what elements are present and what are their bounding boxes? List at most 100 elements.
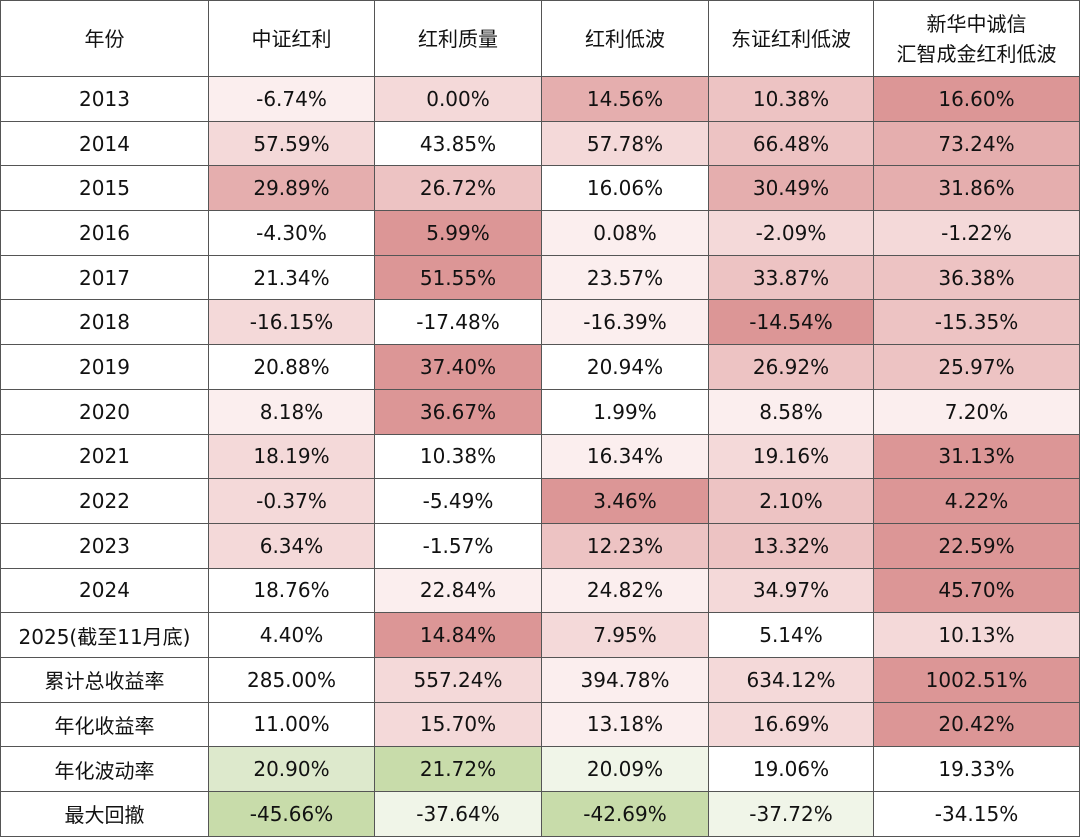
table-cell: 29.89%: [208, 165, 375, 212]
table-cell: -16.39%: [541, 299, 709, 346]
table-row: 累计总收益率 285.00% 557.24% 394.78% 634.12% 1002.5…: [0, 656, 1080, 703]
table-cell: 26.92%: [708, 344, 874, 390]
table-cell: 45.70%: [873, 567, 1080, 614]
row-label: 年化收益率: [0, 701, 209, 748]
table-cell: 6.34%: [208, 522, 375, 569]
table-row: 2025(截至11月底) 4.40% 14.84% 7.95% 5.14% 10.13%: [0, 612, 1080, 658]
table-cell: -45.66%: [208, 791, 375, 837]
table-cell: 36.38%: [873, 254, 1080, 301]
table-cell: 7.95%: [541, 612, 709, 658]
table-cell: 394.78%: [541, 656, 709, 703]
table-cell: -1.57%: [374, 522, 542, 569]
table-cell: -16.15%: [208, 299, 375, 346]
table-cell: -34.15%: [873, 791, 1080, 837]
table-cell: 23.57%: [541, 254, 709, 301]
table-cell: -0.37%: [208, 478, 375, 524]
table-row: 2016 -4.30% 5.99% 0.08% -2.09% -1.22%: [0, 210, 1080, 256]
row-label: 2017: [0, 254, 209, 301]
header-row: 年份 中证红利 红利质量 红利低波 东证红利低波 新华中诚信 汇智成金红利低波: [0, 0, 1080, 77]
table-cell: -17.48%: [374, 299, 542, 346]
header-cell: 年份: [0, 0, 209, 77]
table-cell: 14.56%: [541, 76, 709, 122]
row-label: 2023: [0, 522, 209, 569]
table-cell: 20.09%: [541, 746, 709, 792]
table-body: 2013 -6.74% 0.00% 14.56% 10.38% 16.60% 2014 57.…: [0, 76, 1080, 837]
table-cell: 12.23%: [541, 522, 709, 569]
table-cell: 24.82%: [541, 567, 709, 614]
row-label: 2016: [0, 210, 209, 256]
table-cell: 16.06%: [541, 165, 709, 212]
table-cell: -37.64%: [374, 791, 542, 837]
table-row: 2018 -16.15% -17.48% -16.39% -14.54% -15.35%: [0, 299, 1080, 346]
table-cell: 37.40%: [374, 344, 542, 390]
table-cell: 0.08%: [541, 210, 709, 256]
table-cell: 1002.51%: [873, 656, 1080, 703]
table-cell: 10.13%: [873, 612, 1080, 658]
row-label: 2024: [0, 567, 209, 614]
table-cell: 15.70%: [374, 701, 542, 748]
table-cell: 21.34%: [208, 254, 375, 301]
table-cell: 3.46%: [541, 478, 709, 524]
table-cell: 21.72%: [374, 746, 542, 792]
row-label: 2025(截至11月底): [0, 612, 209, 658]
table-cell: 13.18%: [541, 701, 709, 748]
table-cell: 34.97%: [708, 567, 874, 614]
table-cell: 20.94%: [541, 344, 709, 390]
header-cell: 红利低波: [541, 0, 709, 77]
table-cell: -2.09%: [708, 210, 874, 256]
row-label: 年化波动率: [0, 746, 209, 792]
table-cell: 7.20%: [873, 388, 1080, 435]
table-cell: 66.48%: [708, 120, 874, 167]
table-cell: -5.49%: [374, 478, 542, 524]
header-cell: 红利质量: [374, 0, 542, 77]
table-cell: 285.00%: [208, 656, 375, 703]
table-cell: 36.67%: [374, 388, 542, 435]
table-row: 2020 8.18% 36.67% 1.99% 8.58% 7.20%: [0, 388, 1080, 435]
table-cell: 14.84%: [374, 612, 542, 658]
table-cell: 25.97%: [873, 344, 1080, 390]
table-cell: 4.22%: [873, 478, 1080, 524]
table-cell: 557.24%: [374, 656, 542, 703]
table-cell: 10.38%: [374, 433, 542, 480]
row-label: 2014: [0, 120, 209, 167]
table-row: 年化波动率 20.90% 21.72% 20.09% 19.06% 19.33%: [0, 746, 1080, 792]
table-row: 2019 20.88% 37.40% 20.94% 26.92% 25.97%: [0, 344, 1080, 390]
table-cell: 11.00%: [208, 701, 375, 748]
table-cell: 5.14%: [708, 612, 874, 658]
table-cell: 51.55%: [374, 254, 542, 301]
header-cell: 东证红利低波: [708, 0, 874, 77]
row-label: 2020: [0, 388, 209, 435]
table-cell: 31.86%: [873, 165, 1080, 212]
table-cell: 18.76%: [208, 567, 375, 614]
row-label: 2022: [0, 478, 209, 524]
row-label: 2021: [0, 433, 209, 480]
row-label: 2018: [0, 299, 209, 346]
table-cell: 20.42%: [873, 701, 1080, 748]
table-cell: 8.58%: [708, 388, 874, 435]
header-cell: 新华中诚信 汇智成金红利低波: [873, 0, 1080, 77]
table-cell: 20.88%: [208, 344, 375, 390]
table-row: 2021 18.19% 10.38% 16.34% 19.16% 31.13%: [0, 433, 1080, 480]
table-cell: 30.49%: [708, 165, 874, 212]
table-cell: 8.18%: [208, 388, 375, 435]
table-row: 最大回撤 -45.66% -37.64% -42.69% -37.72% -34.15%: [0, 791, 1080, 837]
table-cell: 57.59%: [208, 120, 375, 167]
table-row: 年化收益率 11.00% 15.70% 13.18% 16.69% 20.42%: [0, 701, 1080, 748]
row-label: 累计总收益率: [0, 656, 209, 703]
table-cell: 634.12%: [708, 656, 874, 703]
table-cell: -4.30%: [208, 210, 375, 256]
table-cell: 73.24%: [873, 120, 1080, 167]
table-cell: 2.10%: [708, 478, 874, 524]
table-cell: 19.16%: [708, 433, 874, 480]
row-label: 2013: [0, 76, 209, 122]
table-cell: 43.85%: [374, 120, 542, 167]
table-row: 2023 6.34% -1.57% 12.23% 13.32% 22.59%: [0, 522, 1080, 569]
table-cell: 4.40%: [208, 612, 375, 658]
table-cell: 16.60%: [873, 76, 1080, 122]
table-cell: 10.38%: [708, 76, 874, 122]
table-cell: 57.78%: [541, 120, 709, 167]
table-cell: 26.72%: [374, 165, 542, 212]
table-cell: 19.06%: [708, 746, 874, 792]
